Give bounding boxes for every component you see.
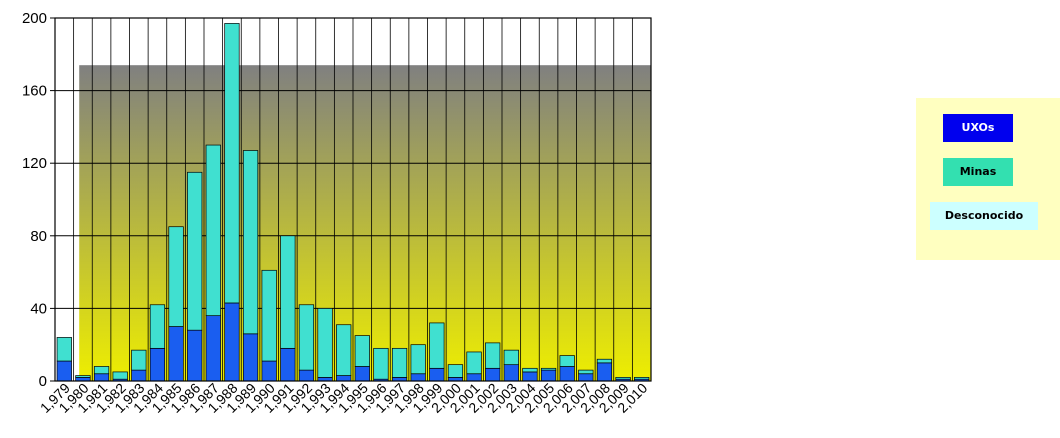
bar-minas-2,001 — [466, 351, 482, 375]
bar-uxos-1,987 — [205, 315, 221, 382]
y-tick-label: 80 — [30, 228, 47, 245]
bar-minas-2,009 — [615, 377, 631, 380]
bar-uxos-1,989 — [242, 333, 259, 382]
bar-minas-1,996 — [373, 347, 389, 380]
bar-uxos-1,988 — [224, 302, 240, 382]
bar-minas-2,005 — [540, 367, 557, 371]
bar-minas-1,986 — [187, 171, 203, 331]
y-tick-label: 200 — [22, 10, 47, 27]
bar-minas-2,008 — [596, 358, 613, 364]
bar-uxos-1,984 — [149, 347, 166, 382]
y-tick-label: 40 — [30, 300, 47, 317]
bar-uxos-1,981 — [93, 373, 110, 382]
bar-minas-1,993 — [317, 308, 333, 378]
bar-minas-1,980 — [75, 375, 91, 378]
bar-uxos-1,991 — [280, 347, 296, 382]
legend-item-minas: Minas — [943, 158, 1013, 186]
bar-uxos-2,005 — [540, 369, 557, 382]
stacked-bar-chart: 0 40 80 120 160 200 1,9791,9801,9811,9821,983… — [22, 10, 652, 416]
bar-uxos-1,992 — [298, 369, 315, 382]
bar-minas-2,010 — [634, 377, 650, 380]
y-tick-label: 0 — [39, 373, 47, 390]
bar-uxos-1,999 — [429, 367, 445, 382]
bar-minas-1,988 — [224, 23, 240, 304]
axes — [50, 17, 652, 382]
bar-minas-1,991 — [280, 235, 296, 349]
bar-uxos-1,986 — [187, 329, 203, 382]
bar-minas-1,985 — [168, 226, 184, 327]
bar-minas-1,984 — [149, 304, 166, 349]
bar-uxos-1,985 — [168, 326, 184, 382]
bar-minas-2,002 — [485, 342, 501, 369]
bar-uxos-1,983 — [131, 369, 147, 382]
legend: UXOs Minas Desconocido — [916, 98, 1060, 260]
bar-uxos-2,003 — [503, 364, 519, 382]
y-tick-labels: 0 40 80 120 160 200 — [22, 10, 47, 390]
y-tick-label: 120 — [22, 155, 47, 172]
bar-minas-2,007 — [578, 369, 594, 375]
bar-minas-1,981 — [93, 366, 110, 375]
bar-uxos-2,001 — [466, 373, 482, 382]
bar-uxos-2,006 — [559, 366, 575, 382]
bar-minas-1,989 — [242, 150, 259, 335]
bar-minas-2,003 — [503, 349, 519, 366]
bar-uxos-2,004 — [522, 371, 538, 382]
y-tick-label: 160 — [22, 83, 47, 100]
bar-uxos-1,990 — [261, 360, 277, 382]
bar-minas-1,983 — [131, 349, 147, 371]
bar-minas-1,994 — [336, 324, 352, 376]
bar-minas-2,006 — [559, 355, 575, 367]
bar-minas-1,997 — [391, 347, 408, 378]
bar-minas-1,990 — [261, 269, 277, 362]
bar-minas-1,987 — [205, 144, 221, 317]
bar-uxos-2,002 — [485, 367, 501, 382]
legend-item-uxos: UXOs — [943, 114, 1013, 142]
plot-frame — [54, 17, 652, 382]
bar-uxos-1,998 — [410, 373, 426, 382]
bar-minas-1,999 — [429, 322, 445, 369]
bar-uxos-2,007 — [578, 373, 594, 382]
bar-uxos-1,979 — [56, 360, 72, 382]
bar-minas-1,995 — [354, 335, 370, 367]
bar-uxos-1,995 — [354, 366, 370, 382]
legend-item-desconocido: Desconocido — [930, 202, 1038, 230]
bar-minas-1,998 — [410, 344, 426, 375]
bar-uxos-1,994 — [336, 375, 352, 382]
bar-minas-1,992 — [298, 304, 315, 371]
bar-minas-1,982 — [112, 371, 128, 380]
bar-minas-1,979 — [56, 337, 72, 362]
x-tick-labels: 1,9791,9801,9811,9821,9831,9841,9851,986… — [37, 380, 651, 416]
bar-minas-2,004 — [522, 367, 538, 373]
bar-minas-2,000 — [447, 364, 464, 378]
bar-uxos-2,008 — [596, 362, 613, 382]
